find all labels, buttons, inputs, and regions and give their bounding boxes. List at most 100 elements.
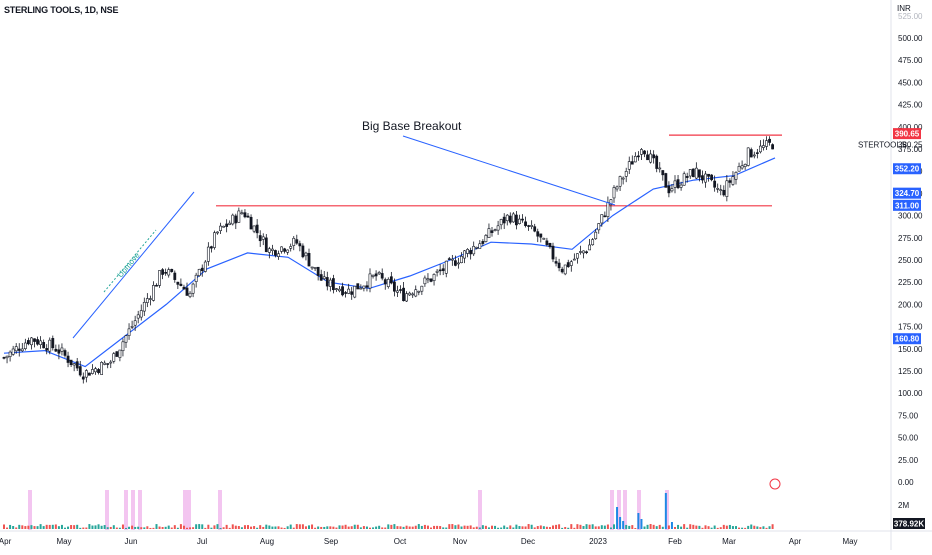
volume-bar [622, 521, 625, 529]
volume-bar [484, 525, 487, 529]
candle-body [109, 361, 113, 364]
volume-bar [481, 525, 484, 529]
volume-bar [628, 525, 631, 529]
volume-bar [381, 527, 384, 529]
volume-bar [222, 527, 225, 529]
candle-body [707, 173, 710, 177]
candle-body [213, 232, 216, 248]
time-tick-label: May [842, 537, 857, 546]
volume-bar [674, 526, 676, 529]
candle-body [182, 286, 186, 290]
candle-body [78, 366, 82, 376]
candle-body [133, 320, 137, 326]
candle-body [438, 269, 442, 272]
volume-bar [359, 527, 362, 529]
volume-bar [140, 527, 143, 529]
volume-bar [609, 527, 612, 529]
candle-body [307, 252, 311, 267]
currency-label: INR [897, 4, 911, 13]
candle-body [231, 214, 235, 225]
candle-body [33, 338, 36, 342]
candle-body [298, 243, 302, 247]
volume-badge: 378.92K [894, 520, 924, 529]
volume-bar [125, 527, 127, 529]
volume-bar [314, 527, 317, 529]
volume-bar [716, 527, 719, 529]
volume-bar [253, 526, 256, 529]
candle-body [551, 245, 555, 260]
volume-bar [350, 526, 353, 529]
candle-body [749, 149, 753, 158]
candle-body [771, 144, 775, 150]
volume-bar [652, 524, 655, 529]
candle-body [347, 288, 351, 294]
volume-bar [60, 524, 63, 529]
volume-bar [637, 513, 640, 529]
price-tick-label: 275.00 [898, 234, 923, 243]
volume-highlight [131, 490, 135, 530]
price-tick-label: 25.00 [898, 456, 919, 465]
candle-body [758, 145, 762, 153]
time-tick-label: Jun [125, 537, 138, 546]
volume-bar [600, 525, 603, 529]
candle-body [280, 246, 283, 252]
price-label-current: 380.25 [898, 140, 923, 149]
volume-bars: 2M [3, 478, 909, 529]
volume-bar [161, 527, 164, 529]
volume-bar [42, 526, 45, 529]
candle-body [45, 348, 49, 351]
volume-bar [417, 524, 420, 529]
price-tick-label: 475.00 [898, 56, 923, 65]
price-badge-160-bg [893, 333, 921, 345]
volume-highlight [105, 490, 109, 530]
candle-body [350, 291, 354, 295]
volume-bar [552, 525, 554, 529]
candle-body [91, 369, 94, 374]
volume-bar [390, 524, 393, 529]
volume-bar [649, 524, 652, 529]
volume-bar [396, 526, 399, 529]
candle-body [362, 285, 366, 289]
volume-bar [439, 526, 442, 529]
volume-bar [204, 527, 207, 529]
volume-bar [216, 524, 219, 529]
volume-bar [9, 524, 12, 529]
candle-body [152, 285, 155, 301]
candle-body [155, 284, 158, 287]
volume-bar [606, 524, 609, 529]
candle-body [136, 314, 140, 319]
candle-body [225, 223, 229, 227]
volume-bar [131, 525, 134, 529]
candle-body [383, 279, 387, 285]
volume-bar [176, 527, 179, 529]
volume-bar [231, 524, 234, 529]
candle-body [121, 341, 125, 352]
candle-body [161, 269, 165, 275]
candle-body [560, 268, 564, 273]
price-badge-390-bg [893, 128, 921, 140]
volume-bar [292, 527, 295, 529]
volume-bar [533, 527, 536, 529]
volume-bar [393, 524, 396, 529]
volume-bar [155, 524, 158, 529]
candle-body [48, 339, 52, 352]
candle-body [499, 219, 503, 226]
volume-bar [597, 526, 600, 529]
candle-body [252, 225, 256, 232]
candle-body [450, 258, 454, 261]
candle-body [402, 287, 405, 302]
candle-body [582, 250, 585, 254]
moving-average [3, 157, 776, 368]
candle-body [417, 290, 421, 293]
volume-axis-label: 2M [898, 501, 909, 510]
volume-bar [561, 527, 564, 529]
volume-bar [509, 525, 512, 529]
volume-bar [725, 525, 728, 529]
volume-bar [594, 526, 597, 529]
volume-bar [375, 526, 378, 529]
volume-bar [372, 527, 375, 529]
volume-bar [356, 524, 359, 529]
candle-body [518, 218, 521, 224]
